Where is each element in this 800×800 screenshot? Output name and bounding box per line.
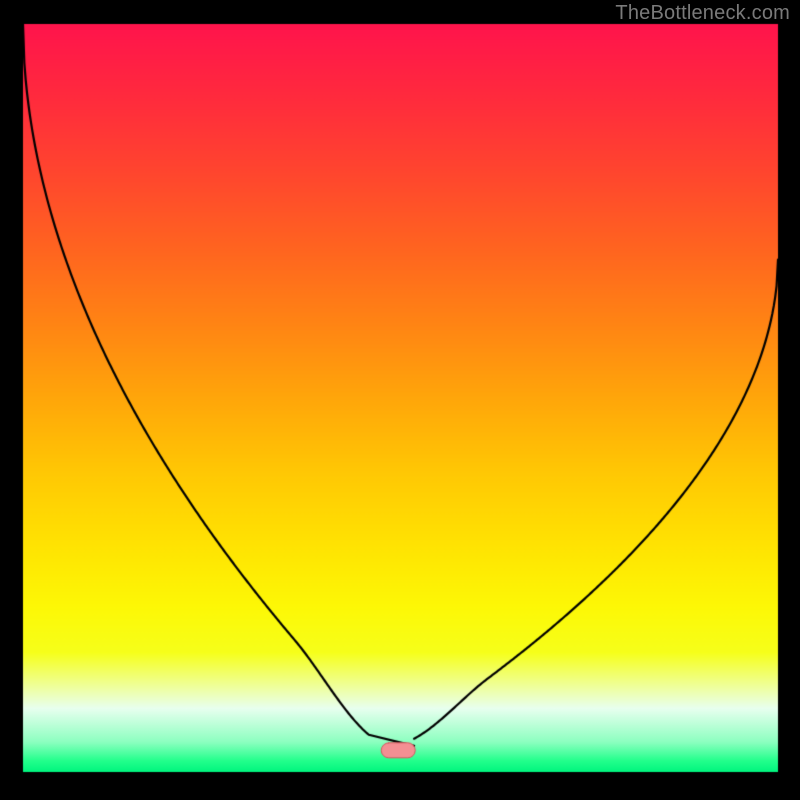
watermark-label: TheBottleneck.com (615, 2, 790, 25)
bottleneck-chart-canvas (0, 0, 800, 800)
